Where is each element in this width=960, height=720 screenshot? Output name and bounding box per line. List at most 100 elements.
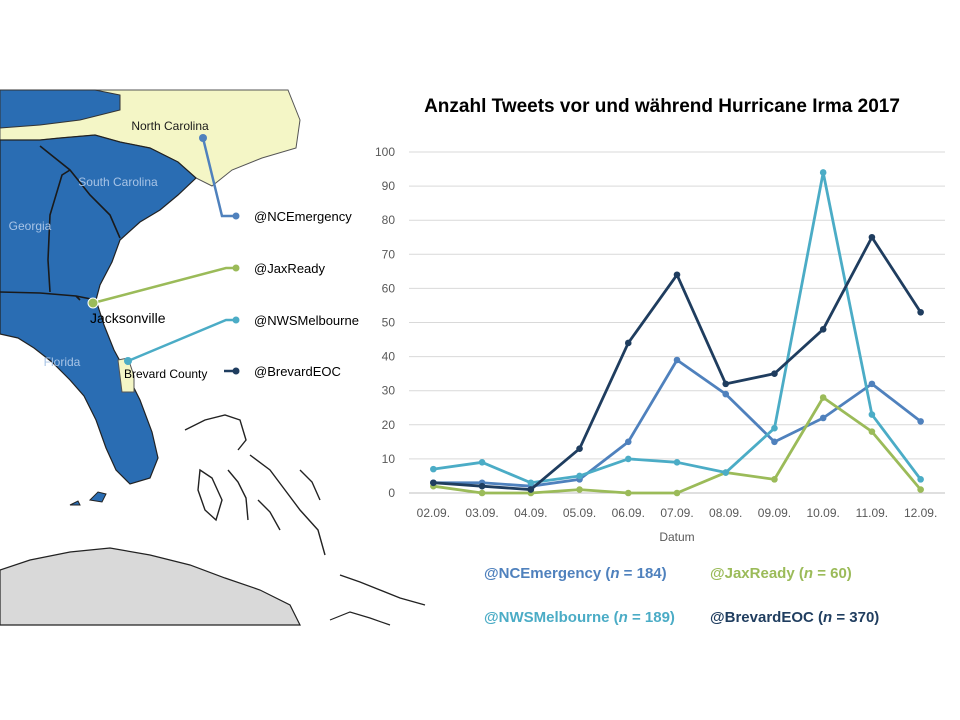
x-tick-label: 03.09. (465, 506, 498, 520)
data-point-jaxready (624, 489, 632, 497)
y-tick-label: 10 (382, 452, 396, 466)
data-point-ncemergency (771, 438, 778, 446)
callout-jaxready-label: @JaxReady (254, 261, 326, 276)
y-tick-label: 60 (382, 281, 396, 295)
data-point-nwsmelbourne (673, 459, 681, 466)
data-point-nwsmelbourne (430, 465, 437, 473)
data-point-jaxready (868, 428, 876, 435)
callout-ncemergency: @NCEmergency (199, 134, 352, 224)
data-point-brevardeoc (819, 326, 827, 333)
x-axis-ticks: 02.09. 03.09. 04.09. 05.09. 06.09. 07.09. 08.0… (417, 506, 938, 520)
data-point-nwsmelbourne (722, 469, 730, 476)
bahamas-outlines (184, 414, 426, 606)
x-tick-label: 06.09. (612, 506, 645, 520)
chart-gridlines (409, 151, 945, 494)
data-point-brevardeoc (430, 479, 437, 487)
series-line-ncemergency (433, 358, 922, 488)
data-point-jaxready (478, 489, 486, 497)
data-point-jaxready (673, 489, 681, 497)
data-point-nwsmelbourne (624, 455, 632, 463)
x-tick-label: 11.09. (856, 506, 888, 520)
y-tick-label: 20 (382, 418, 396, 432)
callout-ncemergency-label: @NCEmergency (254, 209, 352, 224)
series-brevardeoc (430, 233, 924, 493)
series-line-nwsmelbourne (433, 171, 922, 485)
chart-legend: @NCEmergency (n = 184) @JaxReady (n = 60… (484, 565, 879, 626)
x-tick-label: 05.09. (563, 506, 596, 520)
chart-title: Anzahl Tweets vor und während Hurricane … (424, 96, 900, 117)
x-tick-label: 10.09. (806, 506, 839, 520)
data-point-jaxready (819, 394, 827, 401)
series-jaxready (430, 394, 924, 497)
x-tick-label: 08.09. (709, 506, 742, 520)
legend-jaxready: @JaxReady (n = 60) (710, 565, 852, 582)
data-point-nwsmelbourne (527, 479, 535, 487)
y-tick-label: 40 (382, 350, 396, 364)
state-borders (0, 145, 121, 301)
data-point-ncemergency (673, 356, 681, 364)
data-point-brevardeoc (576, 445, 583, 452)
y-tick-label: 30 (382, 384, 396, 398)
data-point-ncemergency (624, 438, 632, 446)
data-point-ncemergency (917, 418, 924, 425)
florida-label: Florida (44, 355, 81, 369)
data-point-brevardeoc (771, 370, 778, 377)
x-tick-label: 07.09. (660, 506, 693, 520)
callout-brevardeoc-label: @BrevardEOC (254, 364, 341, 379)
data-point-nwsmelbourne (819, 169, 827, 176)
southeast-us-map: North Carolina South Carolina Georgia Fl… (0, 89, 426, 626)
legend-nwsmelbourne: @NWSMelbourne (n = 189) (484, 609, 675, 626)
data-point-nwsmelbourne (576, 472, 583, 480)
data-point-ncemergency (819, 414, 827, 422)
y-tick-label: 100 (375, 145, 395, 159)
data-point-jaxready (576, 486, 583, 493)
legend-ncemergency: @NCEmergency (n = 184) (484, 565, 667, 582)
data-point-jaxready (771, 476, 778, 483)
series-nwsmelbourne (430, 169, 924, 487)
data-point-brevardeoc (527, 486, 535, 493)
y-tick-label: 50 (382, 316, 396, 330)
y-tick-label: 70 (382, 247, 396, 261)
florida-keys (69, 491, 107, 506)
cuba-region (0, 547, 301, 626)
data-point-brevardeoc (624, 339, 632, 347)
data-point-brevardeoc (722, 380, 730, 388)
x-axis-label: Datum (659, 530, 694, 544)
callout-jaxready: @JaxReady (87, 261, 326, 309)
series-ncemergency (430, 356, 924, 490)
data-point-brevardeoc (917, 308, 924, 316)
data-point-nwsmelbourne (771, 424, 778, 432)
data-point-jaxready (917, 486, 924, 493)
y-axis-ticks: 0 10 20 30 40 50 60 70 80 90 100 (375, 145, 395, 500)
data-point-nwsmelbourne (478, 459, 486, 466)
data-point-ncemergency (722, 390, 730, 398)
x-tick-label: 09.09. (758, 506, 791, 520)
y-tick-label: 0 (388, 486, 395, 500)
x-tick-label: 02.09. (417, 506, 450, 520)
y-tick-label: 90 (382, 179, 396, 193)
data-point-nwsmelbourne (868, 411, 876, 418)
legend-brevardeoc: @BrevardEOC (n = 370) (710, 609, 879, 626)
virginia-region (0, 89, 121, 129)
north-carolina-label: North Carolina (131, 119, 209, 133)
tweets-line-chart: Anzahl Tweets vor und während Hurricane … (375, 96, 945, 544)
series-line-jaxready (433, 396, 922, 495)
data-point-brevardeoc (868, 233, 876, 241)
brevard-county-label: Brevard County (124, 367, 207, 381)
south-carolina-label: South Carolina (78, 175, 158, 189)
data-point-nwsmelbourne (917, 476, 924, 483)
data-point-brevardeoc (478, 482, 486, 490)
hispaniola-outline (329, 611, 391, 626)
y-tick-label: 80 (382, 213, 396, 227)
data-point-ncemergency (868, 380, 876, 388)
jacksonville-label: Jacksonville (90, 310, 166, 326)
chart-series (430, 169, 924, 497)
x-tick-label: 12.09. (904, 506, 937, 520)
callout-nwsmelbourne: @NWSMelbourne (124, 313, 359, 365)
x-tick-label: 04.09. (514, 506, 547, 520)
callout-brevardeoc: @BrevardEOC (224, 364, 341, 379)
data-point-brevardeoc (673, 271, 681, 279)
georgia-label: Georgia (9, 219, 52, 233)
callout-nwsmelbourne-label: @NWSMelbourne (254, 313, 359, 328)
